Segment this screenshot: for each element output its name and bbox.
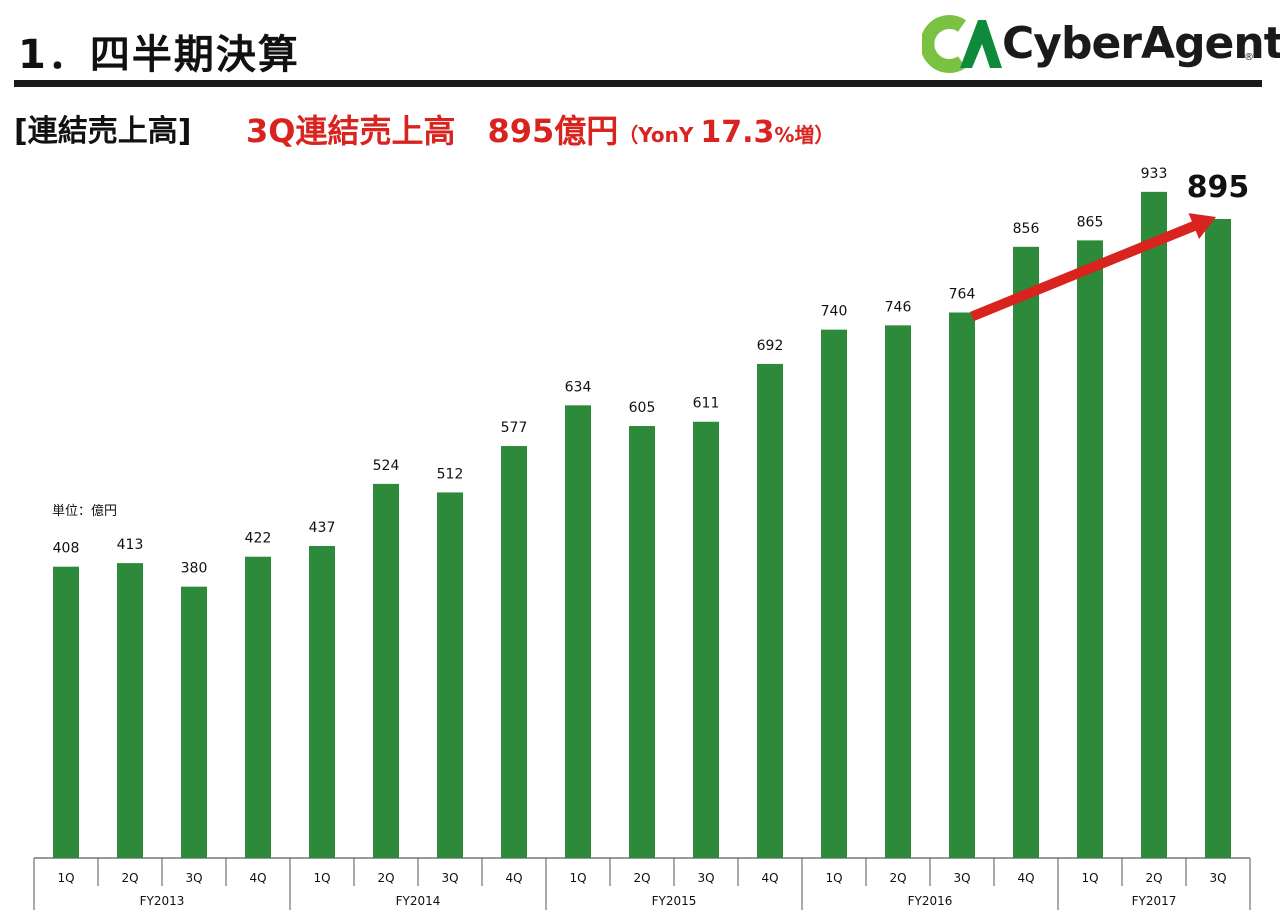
- bar-2: [117, 563, 143, 858]
- bar-15: [949, 312, 975, 858]
- bar-5: [309, 545, 335, 858]
- category-label-9: 1Q: [569, 871, 586, 885]
- data-label-2: 413: [117, 537, 144, 553]
- data-label-12: 692: [757, 338, 784, 354]
- category-label-18: 2Q: [1145, 871, 1162, 885]
- category-label-6: 2Q: [377, 871, 394, 885]
- category-label-4: 4Q: [249, 871, 266, 885]
- bar-18: [1141, 191, 1167, 858]
- page-title: 1．四半期決算: [18, 32, 300, 78]
- category-label-15: 3Q: [953, 871, 970, 885]
- bar-12: [757, 363, 783, 858]
- data-label-15: 764: [949, 287, 976, 303]
- headline-paren-open: （: [618, 123, 639, 147]
- section-label: [連結売上高]: [14, 114, 192, 149]
- data-label-18: 933: [1141, 166, 1168, 182]
- bar-14: [885, 325, 911, 859]
- data-label-5: 437: [309, 520, 336, 536]
- data-label-9: 634: [565, 379, 592, 395]
- bar-7: [437, 492, 463, 858]
- data-label-7: 512: [437, 466, 464, 482]
- group-label-fy2016: FY2016: [908, 894, 953, 908]
- category-label-12: 4Q: [761, 871, 778, 885]
- data-label-4: 422: [245, 531, 272, 547]
- bar-19: [1205, 218, 1231, 859]
- bar-8: [501, 446, 527, 858]
- bar-17: [1077, 240, 1103, 858]
- data-label-6: 524: [373, 458, 400, 474]
- bar-10: [629, 426, 655, 858]
- category-label-10: 2Q: [633, 871, 650, 885]
- headline-yony: YonY: [638, 123, 701, 147]
- logo-registered-mark: ®: [1244, 52, 1254, 63]
- category-label-14: 2Q: [889, 871, 906, 885]
- data-label-1: 408: [53, 541, 80, 557]
- logo-text: CyberAgent: [1002, 18, 1280, 69]
- category-label-13: 1Q: [825, 871, 842, 885]
- data-label-11: 611: [693, 396, 720, 412]
- data-label-8: 577: [501, 420, 528, 436]
- category-label-7: 3Q: [441, 871, 458, 885]
- data-label-14: 746: [885, 299, 912, 315]
- bar-3: [181, 586, 207, 858]
- group-label-fy2013: FY2013: [140, 894, 185, 908]
- bar-16: [1013, 246, 1039, 859]
- data-label-16: 856: [1013, 221, 1040, 237]
- bar-13: [821, 329, 847, 858]
- data-label-10: 605: [629, 400, 656, 416]
- category-label-8: 4Q: [505, 871, 522, 885]
- headline-main: 3Q連結売上高 895億円: [246, 112, 619, 150]
- bar-9: [565, 405, 591, 858]
- growth-arrow: [970, 213, 1216, 322]
- data-label-3: 380: [181, 561, 208, 577]
- title-divider: [14, 80, 1262, 87]
- group-label-fy2017: FY2017: [1132, 894, 1177, 908]
- data-label-19: 895: [1187, 170, 1250, 205]
- headline: 3Q連結売上高 895億円（YonY 17.3%増）: [246, 106, 834, 152]
- category-label-3: 3Q: [185, 871, 202, 885]
- category-label-17: 1Q: [1081, 871, 1098, 885]
- category-label-5: 1Q: [313, 871, 330, 885]
- bar-6: [373, 483, 399, 858]
- category-label-1: 1Q: [57, 871, 74, 885]
- category-label-11: 3Q: [697, 871, 714, 885]
- cyberagent-logo: CyberAgent ®: [920, 12, 1280, 76]
- bar-11: [693, 421, 719, 858]
- chart-unit-label: 単位：億円: [52, 504, 118, 519]
- data-label-17: 865: [1077, 214, 1104, 230]
- ca-logo-mark-icon: [920, 15, 1002, 73]
- group-label-fy2014: FY2014: [396, 894, 441, 908]
- category-label-16: 4Q: [1017, 871, 1034, 885]
- bar-4: [245, 556, 271, 858]
- bar-1: [53, 566, 79, 858]
- category-label-2: 2Q: [121, 871, 138, 885]
- data-label-13: 740: [821, 304, 848, 320]
- headline-suffix: %増）: [774, 123, 835, 147]
- headline-growth-pct: 17.3: [700, 115, 775, 150]
- group-label-fy2015: FY2015: [652, 894, 697, 908]
- category-label-19: 3Q: [1209, 871, 1226, 885]
